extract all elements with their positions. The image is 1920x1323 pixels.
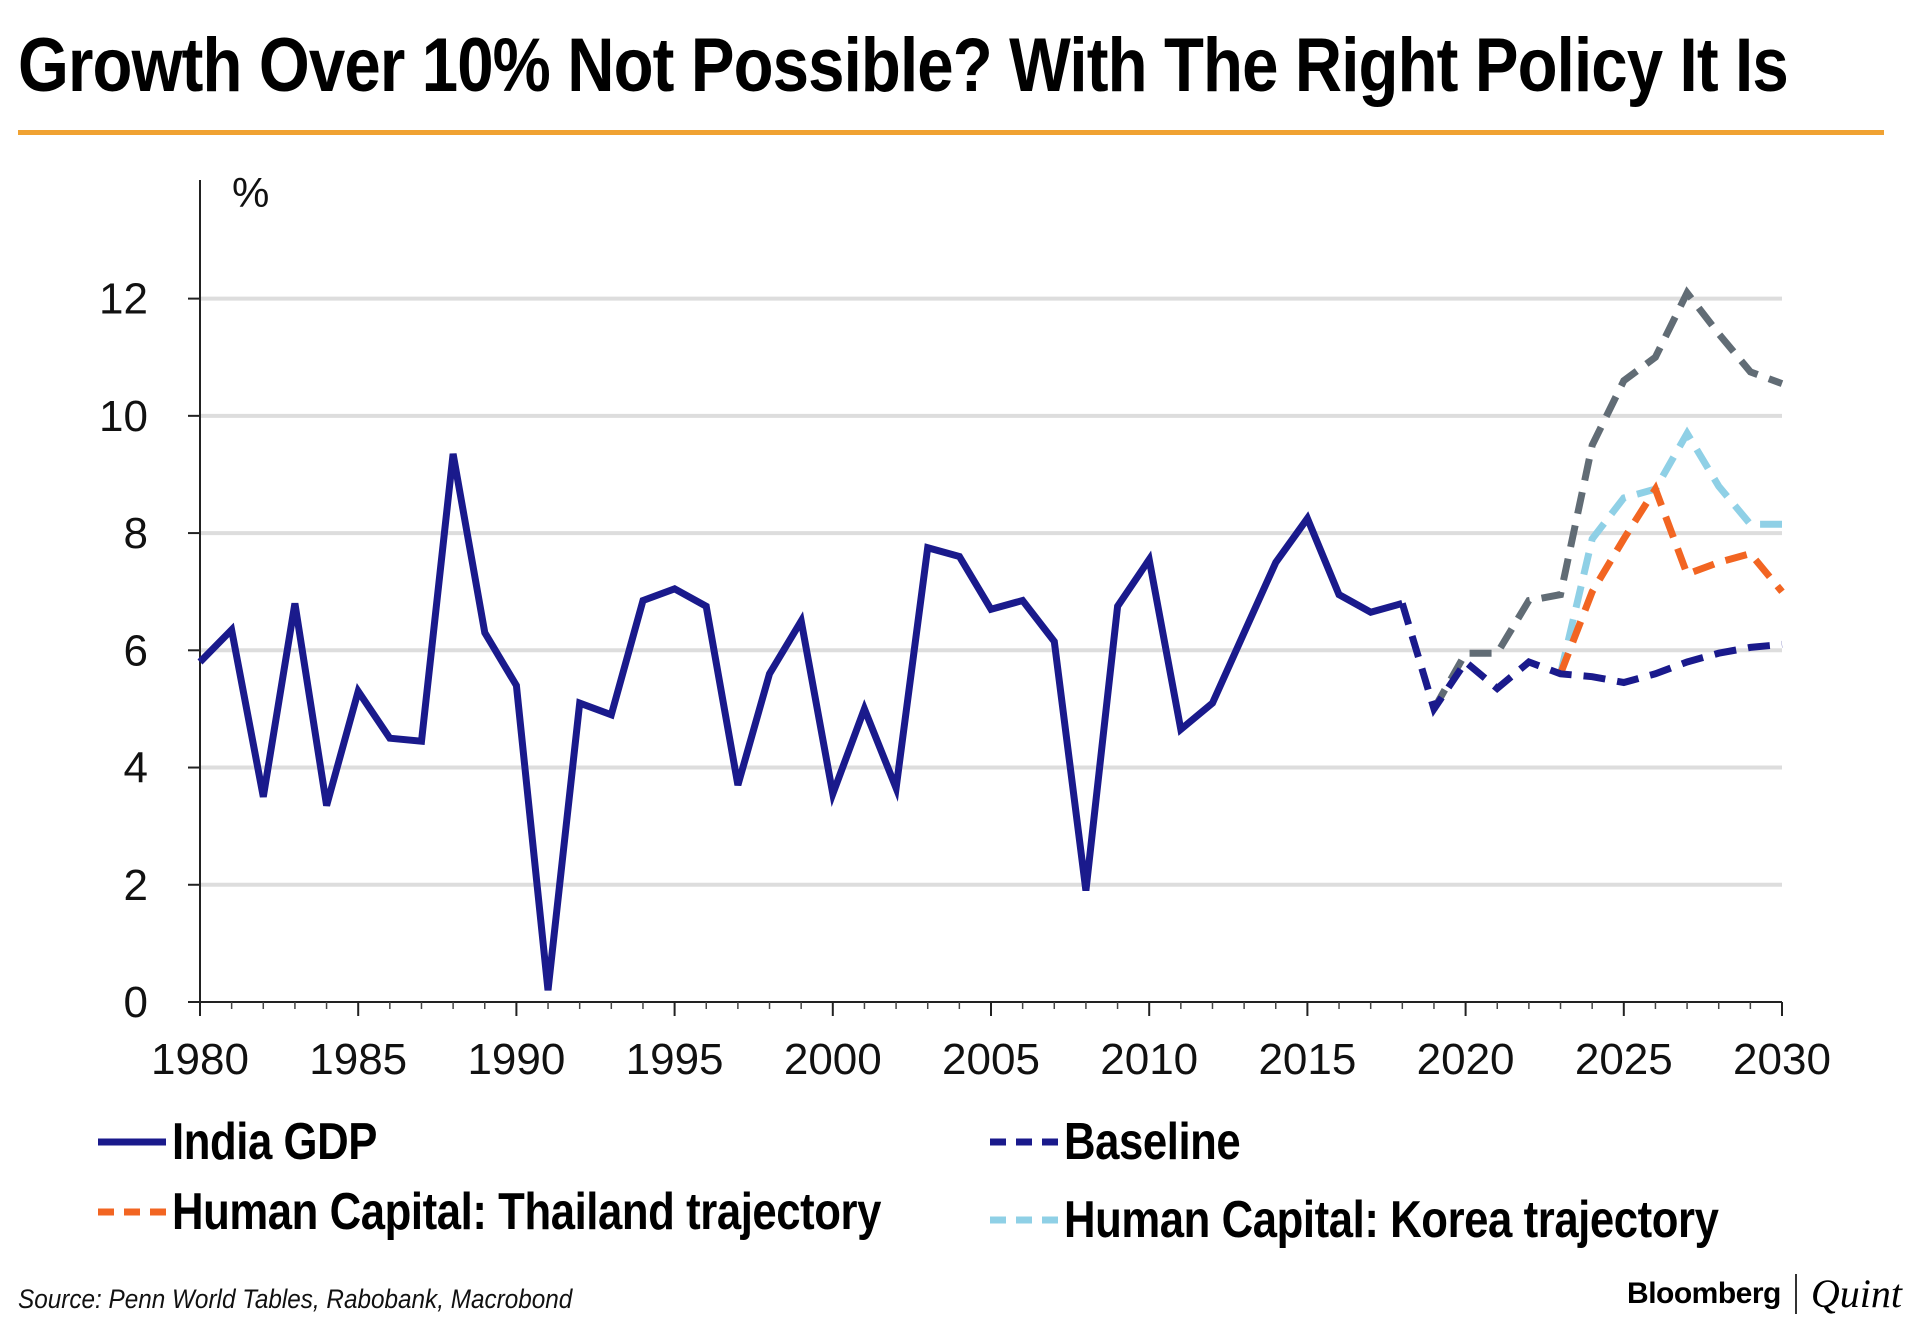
y-tick-label: 2 <box>124 861 148 910</box>
y-tick-label: 6 <box>124 626 148 675</box>
x-tick-label: 2010 <box>1100 1035 1198 1084</box>
x-tick-label: 1985 <box>309 1035 407 1084</box>
y-tick-label: 4 <box>124 744 148 793</box>
x-tick-label: 2025 <box>1575 1035 1673 1084</box>
chart-plot: 0 2 4 6 8 10 12 1980 1985 1990 1995 2000 2005 2010 201… <box>99 169 1831 1084</box>
brand-bloomberg: Bloomberg <box>1627 1276 1781 1310</box>
legend-swatch-india-gdp <box>98 1138 166 1146</box>
x-tick-label: 2005 <box>942 1035 1040 1084</box>
y-tick-label: 12 <box>99 275 148 324</box>
y-axis-unit-label: % <box>232 169 269 216</box>
legend-item-india-gdp: India GDP <box>96 1112 416 1172</box>
axes: 0 2 4 6 8 10 12 1980 1985 1990 1995 2000 2005 2010 201… <box>99 180 1831 1084</box>
legend-swatch-baseline <box>990 1138 1058 1146</box>
x-tick-label: 2020 <box>1417 1035 1515 1084</box>
x-tick-label: 1995 <box>626 1035 724 1084</box>
legend-label-baseline: Baseline <box>1064 1113 1241 1171</box>
chart-title: Growth Over 10% Not Possible? With The R… <box>18 23 1789 108</box>
legend-label-korea: Human Capital: Korea trajectory <box>1064 1191 1719 1249</box>
series-line-human-capital-thailand-trajectory <box>1557 481 1785 676</box>
brand-divider <box>1794 1273 1797 1314</box>
series-lines <box>197 286 1785 991</box>
legend-swatch-korea <box>990 1216 1058 1224</box>
legend: India GDP Baseline Human Capital: Thaila… <box>90 1112 1890 1262</box>
legend-item-thailand: Human Capital: Thailand trajectory <box>96 1182 1016 1242</box>
x-tick-label: 2030 <box>1733 1035 1831 1084</box>
source-note: Source: Penn World Tables, Rabobank, Mac… <box>18 1284 573 1314</box>
legend-label-india-gdp: India GDP <box>172 1113 377 1171</box>
x-tick-label: 1990 <box>467 1035 565 1084</box>
legend-item-baseline: Baseline <box>988 1112 1274 1172</box>
legend-label-thailand: Human Capital: Thailand trajectory <box>172 1183 881 1241</box>
legend-swatch-thailand <box>98 1208 166 1216</box>
title-underline <box>18 130 1884 135</box>
branding: Bloomberg Quint <box>1627 1270 1902 1317</box>
x-tick-label: 2015 <box>1258 1035 1356 1084</box>
y-tick-label: 8 <box>124 509 148 558</box>
legend-item-korea: Human Capital: Korea trajectory <box>988 1190 1843 1250</box>
x-tick-label: 2000 <box>784 1035 882 1084</box>
series-line-baseline <box>1398 602 1783 717</box>
series-line-upper-scenario <box>1430 286 1784 711</box>
y-tick-label: 10 <box>99 392 148 441</box>
y-tick-label: 0 <box>124 978 148 1027</box>
brand-quint: Quint <box>1810 1271 1902 1316</box>
series-line-india-gdp <box>197 453 1404 991</box>
x-tick-label: 1980 <box>151 1035 249 1084</box>
series-line-human-capital-korea-trajectory <box>1557 426 1782 675</box>
